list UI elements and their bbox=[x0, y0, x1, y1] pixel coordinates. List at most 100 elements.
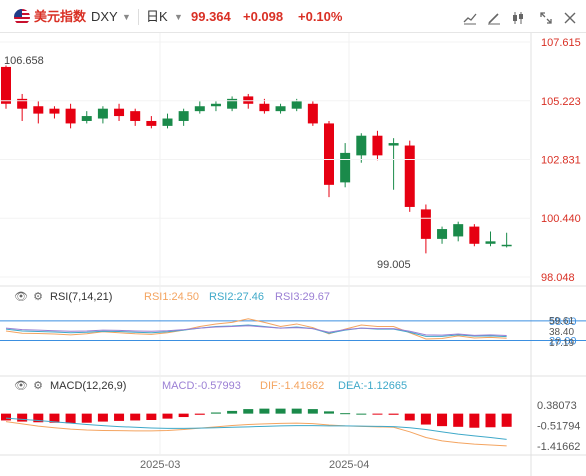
draw-pen-icon[interactable] bbox=[484, 8, 504, 28]
candle-body bbox=[307, 103, 318, 124]
axes-labels: 107.615 105.223 102.831 100.440 98.048 106.65… bbox=[4, 37, 581, 471]
rsi-line-rsi3 bbox=[5, 325, 507, 337]
price-axis-label: 102.831 bbox=[541, 155, 581, 167]
macd-bar bbox=[324, 411, 334, 414]
expand-icon[interactable] bbox=[536, 8, 556, 28]
candle-body bbox=[81, 116, 92, 121]
candle-body bbox=[17, 98, 28, 109]
macd-axis-label: -0.51794 bbox=[537, 420, 580, 432]
macd-bar bbox=[453, 413, 464, 427]
rsi-reference-label: 58.00 bbox=[549, 316, 577, 328]
macd-bar bbox=[114, 413, 125, 421]
macd-axis-label: -1.41662 bbox=[537, 441, 580, 453]
candle-body bbox=[485, 241, 496, 244]
macd-bar bbox=[17, 413, 28, 422]
us-flag-icon bbox=[14, 9, 30, 25]
macd-label[interactable]: MACD(12,26,9) bbox=[50, 380, 127, 392]
symbol-cn-name[interactable]: 美元指数 bbox=[34, 9, 87, 24]
candle-body bbox=[291, 101, 302, 109]
candle-body bbox=[130, 111, 141, 121]
candle-body bbox=[388, 143, 399, 146]
candle-body bbox=[210, 103, 221, 107]
candle-body bbox=[49, 108, 60, 114]
price-high-marker: 106.658 bbox=[4, 55, 44, 67]
candle-body bbox=[146, 120, 157, 126]
line-chart-icon[interactable] bbox=[460, 8, 480, 28]
macd-legend-row: 👁 ⚙ MACD(12,26,9) MACD:-0.57993 DIF:-1.4… bbox=[0, 378, 586, 396]
candle-body bbox=[227, 98, 238, 109]
candle-body bbox=[97, 108, 108, 119]
price-change: +0.098 bbox=[243, 9, 284, 24]
candle-body bbox=[259, 103, 270, 112]
macd-bar bbox=[243, 409, 254, 414]
macd-bar bbox=[65, 413, 76, 424]
rsi-axis-label: 38.40 bbox=[549, 327, 574, 338]
rsi-legend-row: 👁 ⚙ RSI(7,14,21) RSI1:24.50 RSI2:27.46 R… bbox=[0, 289, 586, 307]
rsi3-value: RSI3:29.67 bbox=[275, 291, 331, 303]
candle-body bbox=[437, 229, 448, 239]
price-axis-label: 107.615 bbox=[541, 37, 581, 49]
period-selector[interactable]: 日K bbox=[146, 9, 168, 24]
candle-body bbox=[469, 226, 480, 244]
candle-body bbox=[404, 145, 415, 207]
close-icon[interactable] bbox=[560, 8, 580, 28]
macd-bar bbox=[49, 413, 60, 423]
period-chevron-down-icon[interactable]: ▼ bbox=[174, 12, 183, 22]
macd-bar bbox=[227, 410, 238, 414]
price-change-pct: +0.10% bbox=[298, 9, 343, 24]
macd-bar bbox=[485, 413, 496, 428]
macd-bar bbox=[1, 413, 11, 421]
macd-axis-label: 0.38073 bbox=[537, 400, 577, 412]
rsi1-value: RSI1:24.50 bbox=[144, 291, 200, 303]
candle-body bbox=[453, 224, 464, 237]
candle-body bbox=[340, 152, 351, 183]
macd-bar bbox=[146, 413, 157, 420]
macd-bar bbox=[307, 409, 318, 414]
candle-body bbox=[65, 108, 76, 124]
gear-icon[interactable]: ⚙ bbox=[33, 291, 43, 303]
macd-bar bbox=[210, 412, 221, 414]
candle-body bbox=[243, 96, 254, 104]
macd-bar bbox=[404, 413, 415, 421]
macd-bar bbox=[33, 413, 44, 423]
dea-value: DEA:-1.12665 bbox=[338, 380, 408, 392]
rsi-line-rsi2 bbox=[5, 324, 507, 338]
date-axis-label: 2025-03 bbox=[140, 459, 180, 471]
price-axis-label: 105.223 bbox=[541, 96, 581, 108]
rsi-reference-label: 20.00 bbox=[549, 336, 577, 348]
macd-bar bbox=[275, 408, 286, 414]
macd-bar bbox=[372, 413, 383, 415]
symbol-chevron-down-icon[interactable]: ▼ bbox=[122, 12, 131, 22]
macd-bar bbox=[501, 413, 512, 427]
rsi-label[interactable]: RSI(7,14,21) bbox=[50, 291, 113, 303]
macd-bar bbox=[356, 413, 367, 415]
candle-body bbox=[162, 118, 173, 126]
eye-icon[interactable]: 👁 bbox=[14, 291, 28, 303]
macd-bar bbox=[469, 413, 480, 428]
macd-bar bbox=[130, 413, 141, 421]
candle-body bbox=[114, 108, 125, 117]
candle-body bbox=[275, 106, 286, 112]
candlestick-type-icon[interactable] bbox=[508, 8, 528, 28]
eye-icon[interactable]: 👁 bbox=[14, 380, 28, 392]
macd-pane bbox=[1, 408, 512, 447]
symbol-code[interactable]: DXY bbox=[91, 9, 118, 24]
rsi-axis-label: 17.19 bbox=[549, 338, 574, 349]
macd-bar bbox=[97, 413, 108, 422]
date-axis-label: 2025-04 bbox=[329, 459, 369, 471]
rsi-line-rsi1 bbox=[5, 318, 507, 340]
macd-line-dif bbox=[5, 421, 507, 447]
price-axis-label: 98.048 bbox=[541, 272, 575, 284]
candle-body bbox=[501, 244, 512, 247]
gear-icon[interactable]: ⚙ bbox=[33, 380, 43, 392]
candle-body bbox=[372, 135, 383, 156]
rsi-pane bbox=[0, 318, 586, 342]
candle-body bbox=[356, 135, 367, 156]
candle-body bbox=[194, 106, 205, 112]
macd-bar bbox=[340, 413, 351, 415]
macd-value: MACD:-0.57993 bbox=[162, 380, 241, 392]
rsi-axis-label: 59.61 bbox=[549, 316, 574, 327]
last-price: 99.364 bbox=[191, 9, 231, 24]
macd-bar bbox=[194, 413, 205, 415]
